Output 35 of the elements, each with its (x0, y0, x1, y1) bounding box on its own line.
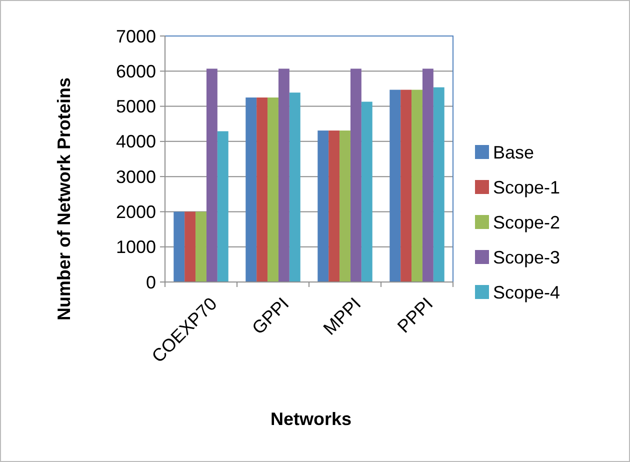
legend-label: Scope-2 (493, 212, 560, 232)
bar (328, 130, 340, 282)
bar (217, 131, 228, 282)
y-axis-title: Number of Network Proteins (54, 77, 74, 321)
y-tick-label: 7000 (116, 26, 156, 46)
bar (390, 90, 401, 282)
bar (400, 90, 412, 282)
bar (350, 68, 362, 282)
bar (361, 102, 372, 282)
legend-label: Scope-1 (493, 177, 560, 198)
x-axis-title: Networks (270, 409, 352, 429)
bar (268, 98, 278, 282)
y-tick-label: 0 (146, 272, 156, 292)
bar (340, 130, 350, 282)
y-tick-label: 4000 (116, 132, 156, 152)
bar (256, 98, 268, 282)
y-tick-label: 5000 (116, 96, 156, 117)
legend-label: Base (493, 142, 534, 162)
bar (318, 130, 329, 282)
bar (206, 68, 218, 282)
bar (278, 68, 290, 282)
legend-label: Scope-4 (493, 282, 560, 302)
bar (422, 68, 434, 282)
y-tick-label: 6000 (116, 61, 156, 82)
bar (289, 92, 300, 282)
y-tick-label: 1000 (116, 237, 156, 258)
bar (184, 212, 196, 282)
bar (196, 212, 206, 282)
bar (433, 87, 444, 282)
y-tick-label: 3000 (116, 166, 156, 187)
bar (174, 212, 185, 282)
y-tick-label: 2000 (116, 202, 156, 222)
bar (246, 98, 257, 282)
bar (412, 90, 422, 282)
legend-label: Scope-3 (493, 247, 560, 268)
